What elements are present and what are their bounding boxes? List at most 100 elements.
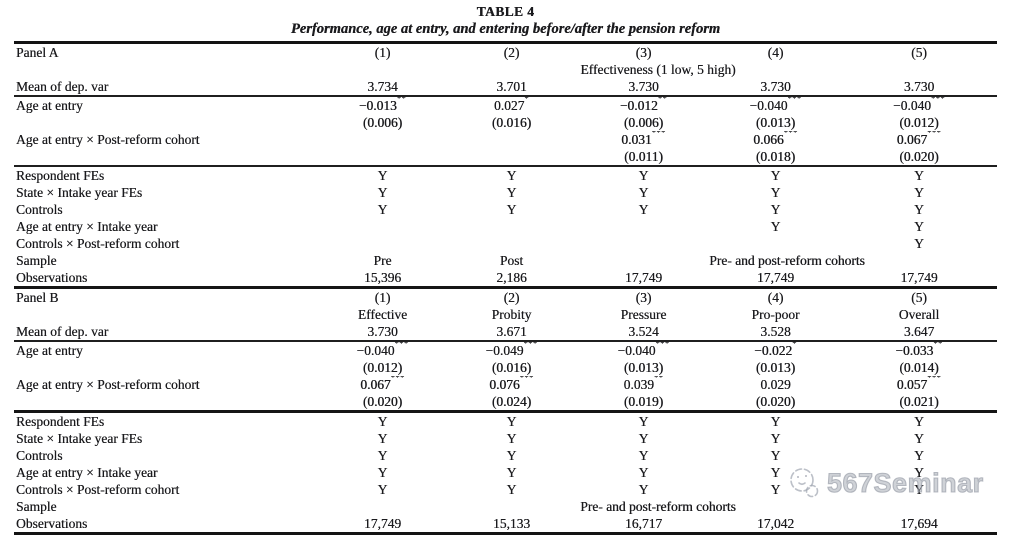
spec-cell: Y <box>506 465 517 480</box>
coefficient-cell: (0.019) <box>623 394 664 409</box>
spec-cell: Y <box>319 165 446 184</box>
significance-stars: ** <box>657 96 668 103</box>
spec-cell: Y <box>446 165 577 184</box>
coefficient-row: (0.012) (0.016) (0.013) (0.013) (0.014) <box>14 359 997 376</box>
spec-row: Controls × Post-reform cohort Y Y Y Y Y <box>14 481 997 498</box>
coefficient-cell: (0.014) <box>899 360 939 375</box>
row-label <box>14 114 319 131</box>
spec-cell <box>710 235 841 252</box>
coefficient-cell: (0.013) <box>755 360 796 375</box>
significance-stars: *** <box>927 131 942 137</box>
spec-cell: Y <box>914 465 924 480</box>
panel_b-observations-row: Observations 17,749 15,133 16,717 17,042 17,6… <box>14 515 997 534</box>
spec-cell: Y <box>638 448 649 463</box>
dep-var-header: Probity <box>491 307 532 322</box>
spec-cell <box>577 218 710 235</box>
coefficient-cell: (0.018) <box>755 149 796 164</box>
spec-cell: Y <box>841 165 997 184</box>
column-header: (4) <box>710 286 841 306</box>
row-label: Mean of dep. var <box>16 324 109 339</box>
coefficient-cell: (0.006) <box>623 115 664 130</box>
mean-value: 3.730 <box>628 79 659 94</box>
coefficient-cell: (0.013) <box>623 360 664 375</box>
panel_a-sample-row: Sample Pre Post Pre- and post-reform cohort… <box>14 252 997 269</box>
coefficient-row: Age at entry −0.040*** −0.049*** −0.040*** −… <box>14 340 997 359</box>
spec-cell <box>446 218 577 235</box>
coefficient-cell: (0.024) <box>491 394 532 409</box>
spec-row: Controls × Post-reform cohort Y <box>14 235 997 252</box>
spec-cell: Y <box>914 219 924 234</box>
mean-value: 3.730 <box>760 79 791 94</box>
spec-cell: Y <box>914 202 924 217</box>
observations-cell: 15,133 <box>492 516 531 531</box>
spec-cell: Y <box>770 431 781 446</box>
significance-stars: ** <box>933 341 943 348</box>
row-label <box>14 61 319 78</box>
mean-value: 3.671 <box>496 324 527 339</box>
panel_a-mean-row: Mean of dep. var 3.734 3.701 3.730 3.730 3.73… <box>14 78 997 96</box>
row-label <box>14 148 319 166</box>
spec-cell: Y <box>506 185 517 200</box>
spec-cell: Y <box>577 410 710 430</box>
spec-cell: Y <box>638 465 649 480</box>
coefficient-cell: (0.020) <box>899 149 939 164</box>
coefficient-cell <box>319 148 446 166</box>
coefficient-cell: 0.057*** <box>841 376 997 393</box>
spec-cell: Y <box>770 465 781 480</box>
row-label <box>14 306 319 323</box>
significance-stars: *** <box>783 131 798 137</box>
sample-cell: Pre- and post-reform cohorts <box>580 499 736 514</box>
coefficient-cell <box>319 131 446 148</box>
coefficient-row: (0.011) (0.018) (0.020) <box>14 148 997 166</box>
coefficient-row: Age at entry × Post-reform cohort 0.031**… <box>14 131 997 148</box>
dep-var-header: Effectiveness (1 low, 5 high) <box>580 62 736 77</box>
row-label: Age at entry × Post-reform cohort <box>16 132 200 147</box>
spec-row: Controls Y Y Y Y Y <box>14 447 997 464</box>
coefficient-cell: −0.040*** <box>319 340 446 359</box>
spec-cell: Y <box>914 236 924 251</box>
spec-cell: Y <box>770 482 781 497</box>
dep-var-header: Overall <box>898 307 940 322</box>
table-caption: Performance, age at entry, and entering … <box>290 21 721 37</box>
dep-var-header: Effective <box>357 307 408 322</box>
spec-cell: Y <box>377 482 388 497</box>
coefficient-cell: (0.016) <box>491 115 532 130</box>
significance-stars: *** <box>655 341 670 348</box>
row-label: Controls <box>16 202 63 217</box>
row-label: State × Intake year FEs <box>16 431 143 446</box>
column-header: (1) <box>374 45 391 60</box>
row-label: Mean of dep. var <box>16 79 109 94</box>
row-label: Controls × Post-reform cohort <box>16 236 180 251</box>
spec-row: State × Intake year FEs Y Y Y Y Y <box>14 430 997 447</box>
spec-row: State × Intake year FEs Y Y Y Y Y <box>14 184 997 201</box>
coefficient-cell: (0.020) <box>362 394 403 409</box>
significance-stars: *** <box>523 341 538 348</box>
coefficient-cell: (0.021) <box>899 394 939 409</box>
panel_a-depvar-row: Effectiveness (1 low, 5 high) <box>14 61 997 78</box>
row-label: Age at entry × Post-reform cohort <box>16 377 200 392</box>
coefficient-row: (0.020) (0.024) (0.019) (0.020) (0.021) <box>14 393 997 412</box>
row-label: Sample <box>16 499 57 514</box>
spec-cell: Y <box>446 410 577 430</box>
column-header: (2) <box>503 45 520 60</box>
coefficient-row: (0.006) (0.016) (0.006) (0.013) (0.012) <box>14 114 997 131</box>
spec-cell: Y <box>841 410 997 430</box>
sample-cell: Pre- and post-reform cohorts <box>709 253 865 268</box>
spec-row: Age at entry × Intake year Y Y <box>14 218 997 235</box>
spec-cell: Y <box>770 185 781 200</box>
spec-cell: Y <box>638 431 649 446</box>
row-label <box>14 359 319 376</box>
coefficient-cell: 0.067*** <box>319 376 446 393</box>
spec-cell: Y <box>638 482 649 497</box>
row-label: Sample <box>16 253 57 268</box>
spec-row: Respondent FEs Y Y Y Y Y <box>14 410 997 430</box>
spec-cell: Y <box>638 185 649 200</box>
coefficient-cell: 0.066*** <box>710 131 841 148</box>
observations-cell: 17,749 <box>363 516 402 531</box>
coefficient-cell: (0.020) <box>755 394 796 409</box>
row-label: State × Intake year FEs <box>16 185 143 200</box>
row-label: Controls × Post-reform cohort <box>16 482 180 497</box>
column-header: (5) <box>911 45 927 60</box>
coefficient-cell: 0.031*** <box>577 131 710 148</box>
